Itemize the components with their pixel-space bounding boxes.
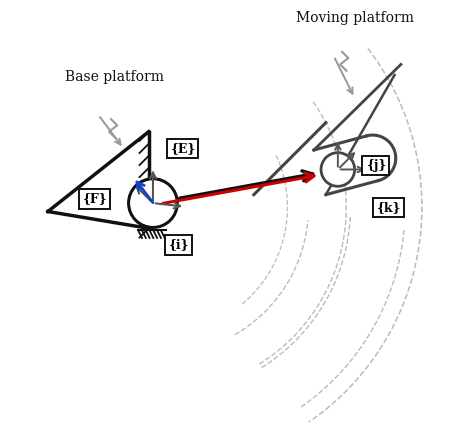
Text: {i}: {i} (168, 239, 189, 252)
Text: {F}: {F} (82, 192, 107, 206)
Circle shape (321, 153, 355, 186)
Text: Base platform: Base platform (65, 70, 164, 84)
Text: {E}: {E} (170, 142, 195, 155)
Text: {j}: {j} (365, 159, 386, 172)
Text: {k}: {k} (376, 201, 401, 214)
Text: Moving platform: Moving platform (296, 11, 414, 25)
Circle shape (128, 179, 177, 228)
